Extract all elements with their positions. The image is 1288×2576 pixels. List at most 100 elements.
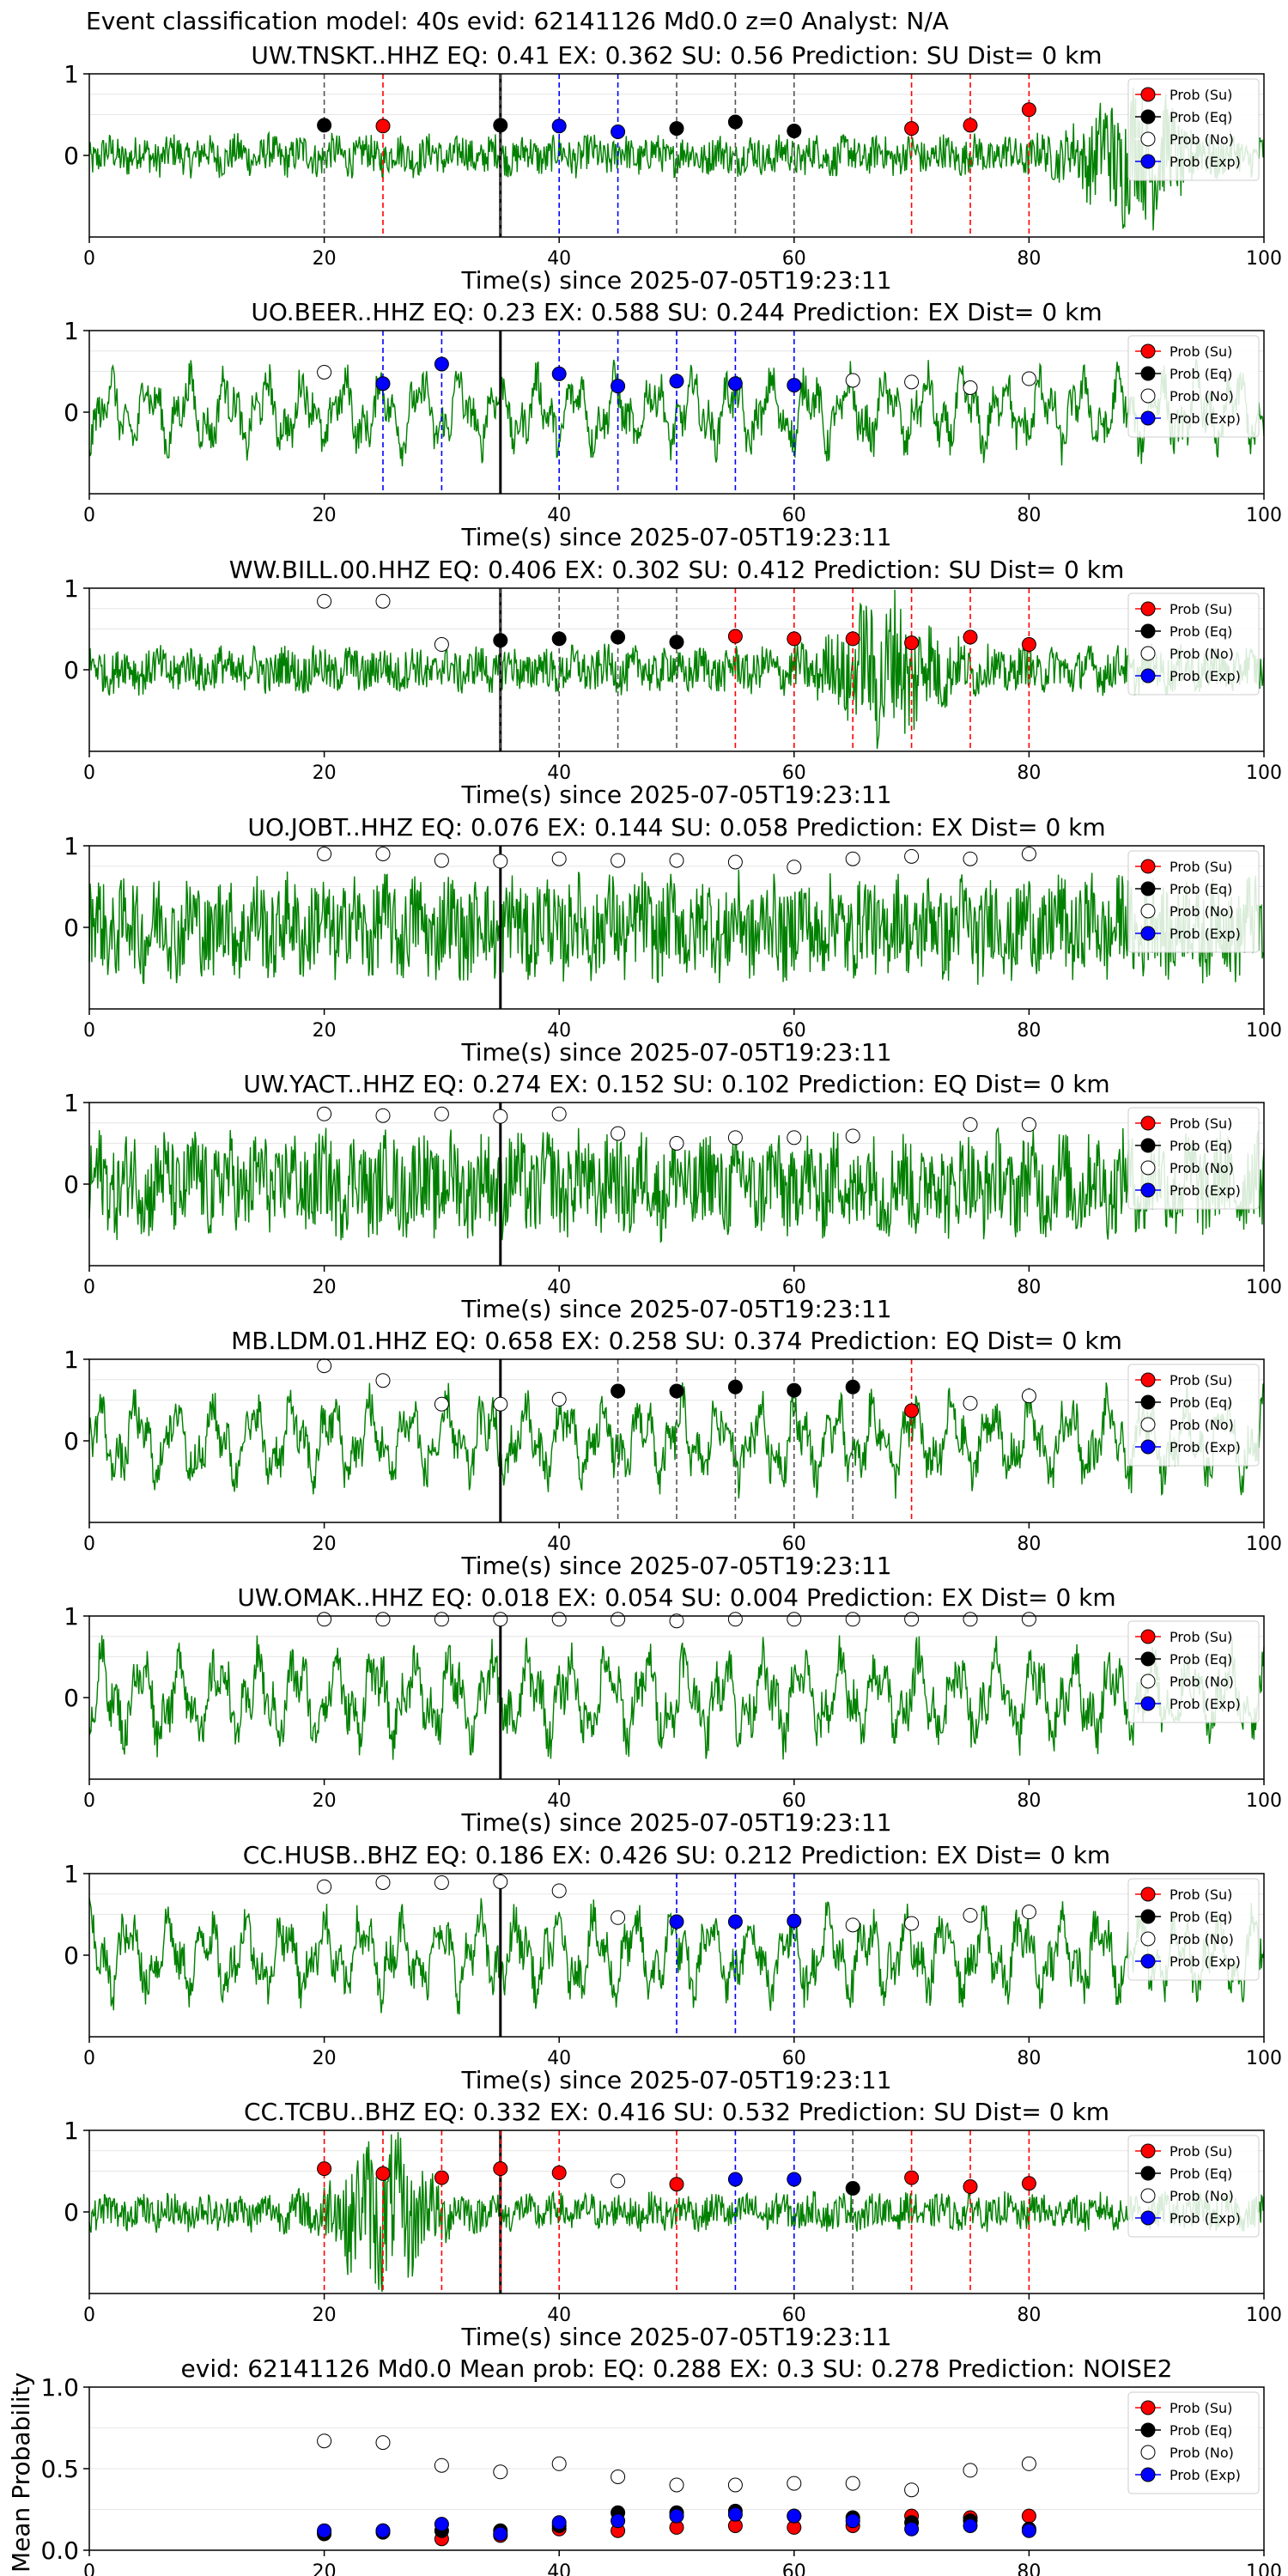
x-tick-label: 60 xyxy=(782,2048,806,2069)
y-tick-label: 1 xyxy=(64,2117,79,2145)
prob-point xyxy=(551,1106,567,1121)
x-tick-label: 60 xyxy=(782,1790,806,1812)
prob-point xyxy=(375,1612,391,1627)
legend-label: Prob (Exp) xyxy=(1170,1696,1241,1712)
legend-label: Prob (Su) xyxy=(1170,1629,1232,1645)
prob-point xyxy=(493,1396,508,1412)
mean-prob-point xyxy=(963,2463,978,2478)
legend: Prob (Su) Prob (Eq) Prob (No) Prob (Exp) xyxy=(1127,2135,1260,2238)
prob-point xyxy=(963,1907,978,1923)
legend-box xyxy=(1127,592,1260,696)
mean-prob-point xyxy=(493,2464,508,2480)
legend-label: Prob (Eq) xyxy=(1170,1909,1232,1925)
mean-prob-point xyxy=(317,2523,332,2538)
legend-marker xyxy=(1140,2400,1156,2415)
prob-point xyxy=(669,121,684,137)
legend-marker xyxy=(1140,2422,1156,2438)
prob-point xyxy=(434,1874,449,1890)
prob-point xyxy=(727,376,743,392)
prob-point xyxy=(317,2161,332,2177)
legend-label: Prob (Su) xyxy=(1170,601,1232,617)
x-tick-label: 20 xyxy=(313,1277,337,1298)
prob-point xyxy=(904,1916,920,1931)
prob-point xyxy=(317,593,332,609)
x-tick-label: 0 xyxy=(83,1534,95,1555)
legend: Prob (Su) Prob (Eq) Prob (No) Prob (Exp) xyxy=(1127,78,1260,181)
prob-point xyxy=(669,1136,684,1151)
prob-point xyxy=(963,118,978,133)
legend-marker xyxy=(1140,1417,1156,1432)
panel-title: WW.BILL.00.HHZ EQ: 0.406 EX: 0.302 SU: 0… xyxy=(228,556,1125,584)
mean-prob-point xyxy=(375,2523,391,2538)
prob-point xyxy=(375,118,391,134)
legend-label: Prob (Su) xyxy=(1170,2400,1232,2416)
legend-label: Prob (No) xyxy=(1170,2445,1234,2461)
x-axis-label: Time(s) since 2025-07-05T19:23:11 xyxy=(461,1295,892,1323)
prob-point xyxy=(963,380,978,395)
legend-label: Prob (Eq) xyxy=(1170,109,1232,125)
prob-point xyxy=(434,1106,449,1121)
x-tick-label: 100 xyxy=(1246,2305,1282,2326)
prob-point xyxy=(1021,847,1036,861)
mean-prob-point xyxy=(669,2477,684,2493)
x-tick-label: 0 xyxy=(83,762,95,784)
x-tick-label: 40 xyxy=(547,1020,571,1042)
x-tick-label: 100 xyxy=(1246,1790,1282,1812)
prob-point xyxy=(493,633,508,648)
prob-point xyxy=(727,2172,743,2187)
prob-point xyxy=(375,1874,391,1890)
prob-point xyxy=(1021,1905,1036,1920)
x-tick-label: 100 xyxy=(1246,505,1282,526)
mean-prob-point xyxy=(845,2476,860,2491)
legend-label: Prob (Exp) xyxy=(1170,926,1241,942)
legend-label: Prob (Su) xyxy=(1170,343,1232,360)
prob-point xyxy=(845,1917,860,1933)
y-tick-label: 1 xyxy=(64,1346,79,1374)
legend-box xyxy=(1127,1364,1260,1467)
prob-point xyxy=(904,1612,920,1627)
prob-point xyxy=(493,1612,508,1627)
prob-point xyxy=(317,1106,332,1121)
legend-marker xyxy=(1140,859,1156,874)
x-tick-label: 60 xyxy=(782,2561,806,2576)
legend-marker xyxy=(1140,1651,1156,1667)
prob-point xyxy=(669,1613,684,1629)
prob-point xyxy=(611,1126,626,1141)
x-tick-label: 0 xyxy=(83,505,95,526)
prob-point xyxy=(963,2179,978,2195)
prob-point xyxy=(845,373,860,388)
waveform-trace xyxy=(88,1635,1265,1760)
y-tick-label: 1 xyxy=(64,1602,79,1631)
prob-point xyxy=(434,1396,449,1412)
x-tick-label: 20 xyxy=(313,2561,337,2576)
legend-label: Prob (Su) xyxy=(1170,2143,1232,2160)
prob-point xyxy=(611,1910,626,1925)
prob-point xyxy=(1021,637,1036,653)
x-tick-label: 60 xyxy=(782,1020,806,1042)
y-tick-label: 0.5 xyxy=(40,2455,79,2483)
prob-point xyxy=(669,1914,684,1929)
legend-label: Prob (Su) xyxy=(1170,1372,1232,1388)
x-tick-label: 20 xyxy=(313,2305,337,2326)
prob-point xyxy=(434,1612,449,1627)
mean-prob-point xyxy=(1021,2508,1036,2524)
prob-point xyxy=(845,1612,860,1627)
panel-title: UW.TNSKT..HHZ EQ: 0.41 EX: 0.362 SU: 0.5… xyxy=(251,41,1103,70)
prob-point xyxy=(551,1612,567,1627)
legend-marker xyxy=(1140,388,1156,404)
x-tick-label: 0 xyxy=(83,2561,95,2576)
x-axis-label: Time(s) since 2025-07-05T19:23:11 xyxy=(461,781,892,809)
legend-label: Prob (No) xyxy=(1170,1160,1234,1176)
x-tick-label: 20 xyxy=(313,248,337,270)
prob-point xyxy=(611,629,626,645)
legend-marker xyxy=(1140,668,1156,683)
legend-marker xyxy=(1140,903,1156,919)
y-tick-label: 0 xyxy=(64,1684,79,1712)
x-tick-label: 40 xyxy=(547,505,571,526)
legend-box xyxy=(1127,850,1260,953)
prob-point xyxy=(787,1913,802,1929)
prob-point xyxy=(787,378,802,393)
y-tick-label: 0 xyxy=(64,398,79,427)
legend-marker xyxy=(1140,1394,1156,1410)
